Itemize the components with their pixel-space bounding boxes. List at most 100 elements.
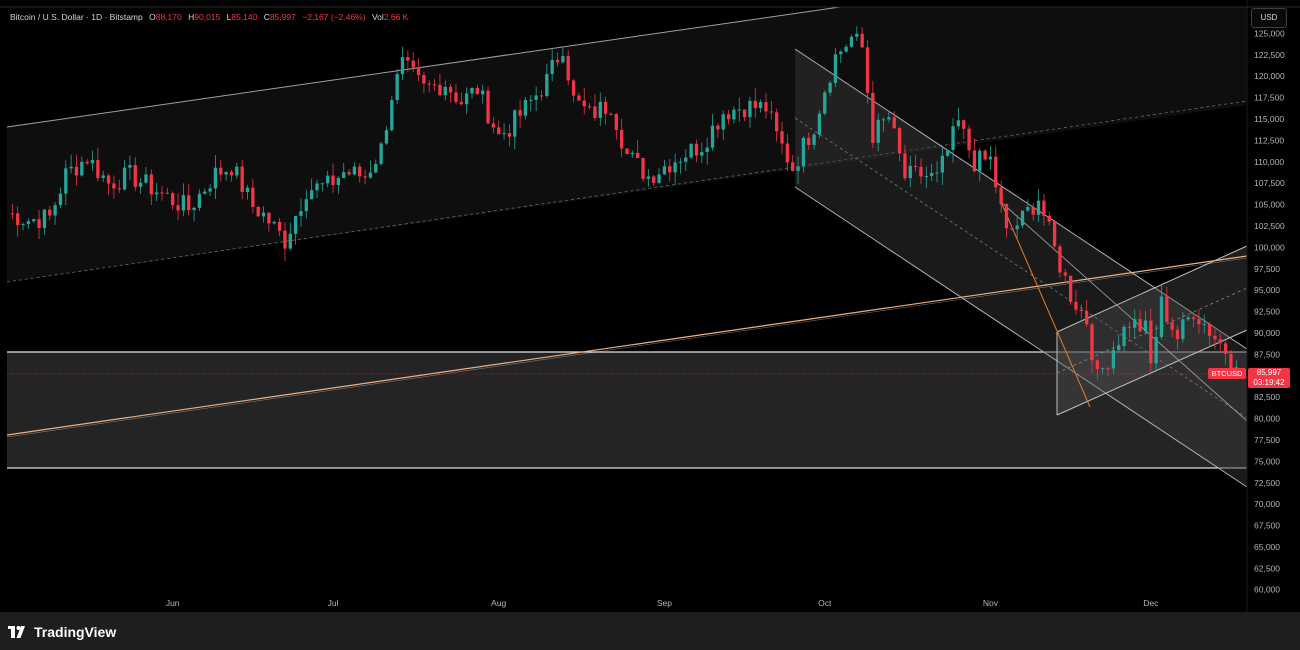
candle — [165, 187, 170, 195]
close-value: 85,997 — [269, 12, 296, 22]
candle — [122, 160, 127, 192]
volume-label: Vol — [371, 12, 384, 22]
candle — [545, 63, 549, 99]
candle — [860, 27, 864, 49]
candle — [486, 86, 490, 124]
candle — [261, 206, 266, 223]
price-tick-label: 70,000 — [1254, 499, 1280, 509]
drawing-tools[interactable] — [6, 6, 1248, 488]
candle — [555, 52, 560, 67]
candle — [1127, 321, 1132, 339]
candle — [812, 132, 816, 150]
candle — [668, 159, 672, 182]
price-tick-label: 60,000 — [1254, 585, 1280, 595]
symbol-title: Bitcoin / U.S. Dollar · 1D · Bitstamp — [10, 12, 143, 22]
currency-button[interactable]: USD — [1251, 8, 1287, 28]
candle — [951, 118, 955, 163]
time-tick-label: Dec — [1143, 598, 1159, 608]
candle — [839, 50, 843, 64]
candle — [684, 148, 688, 171]
candle — [1063, 268, 1067, 284]
candle — [470, 87, 474, 99]
support-zone-box — [7, 352, 1247, 468]
price-tick-label: 105,000 — [1254, 200, 1285, 210]
candle — [390, 95, 394, 132]
volume-value: 2.66 K — [383, 12, 409, 22]
candle — [288, 222, 292, 251]
candle — [582, 88, 586, 115]
price-tick-label: 102,500 — [1254, 221, 1285, 231]
candle — [994, 146, 998, 194]
candle — [106, 173, 111, 196]
footer-bar: TradingView — [0, 612, 1300, 650]
candle — [513, 109, 517, 150]
candle — [416, 58, 421, 81]
time-axis[interactable]: Jun Jul Aug Sep Oct Nov Dec — [166, 598, 1159, 608]
candle — [919, 158, 923, 184]
rising-channel-fill — [7, 7, 1247, 282]
candle — [1175, 325, 1180, 351]
candle — [320, 182, 325, 192]
steep-trendline-grey — [1000, 201, 1248, 422]
candle — [972, 138, 977, 173]
candle — [603, 96, 608, 125]
candle — [507, 124, 512, 147]
candle — [662, 159, 667, 175]
candle — [561, 47, 565, 64]
candle — [700, 142, 704, 164]
candle — [58, 187, 63, 209]
candle — [742, 109, 747, 122]
price-tick-label: 65,000 — [1254, 542, 1280, 552]
candle — [347, 168, 351, 177]
candle — [929, 163, 934, 182]
candle — [293, 215, 298, 245]
price-tick-label: 120,000 — [1254, 71, 1285, 81]
candle — [566, 50, 570, 86]
price-tick-label: 95,000 — [1254, 285, 1280, 295]
low-label: L — [226, 12, 232, 22]
candle — [636, 140, 640, 159]
candle — [1197, 309, 1201, 335]
candle — [978, 147, 982, 182]
candle — [721, 110, 725, 140]
time-tick-label: Jun — [166, 598, 180, 608]
candle — [21, 222, 25, 231]
candle — [1117, 334, 1121, 353]
candle — [598, 92, 602, 127]
candle — [1191, 313, 1196, 328]
candle — [299, 198, 303, 227]
candle — [229, 169, 234, 182]
candle — [1036, 189, 1041, 222]
candle — [705, 137, 709, 165]
tradingview-logo[interactable]: TradingView — [8, 624, 116, 640]
price-tick-label: 62,500 — [1254, 563, 1280, 573]
candle — [828, 80, 832, 97]
candle — [796, 156, 800, 184]
symbol-legend: Bitcoin / U.S. Dollar · 1D · Bitstamp O8… — [10, 12, 408, 22]
candle — [48, 206, 52, 220]
candle — [577, 92, 581, 101]
change-value: −2,167 (−2.46%) — [302, 12, 366, 22]
candle — [464, 87, 469, 114]
candle — [454, 83, 458, 105]
candle — [1058, 244, 1062, 278]
time-tick-label: Nov — [983, 598, 999, 608]
candle — [652, 174, 656, 187]
candle — [1042, 194, 1046, 226]
candle — [443, 80, 447, 101]
candle — [502, 123, 506, 140]
small-channel-bottom — [1056, 329, 1248, 416]
candle — [384, 125, 389, 145]
candle — [801, 136, 806, 173]
candle — [737, 97, 741, 122]
candle — [523, 97, 528, 120]
price-tick-label: 97,500 — [1254, 264, 1280, 274]
price-tick-label: 92,500 — [1254, 307, 1280, 317]
candle — [267, 212, 271, 232]
time-tick-label: Sep — [657, 598, 672, 608]
candle — [133, 157, 137, 192]
candle — [983, 148, 987, 161]
price-tick-label: 117,500 — [1254, 93, 1284, 103]
candle — [593, 94, 597, 122]
